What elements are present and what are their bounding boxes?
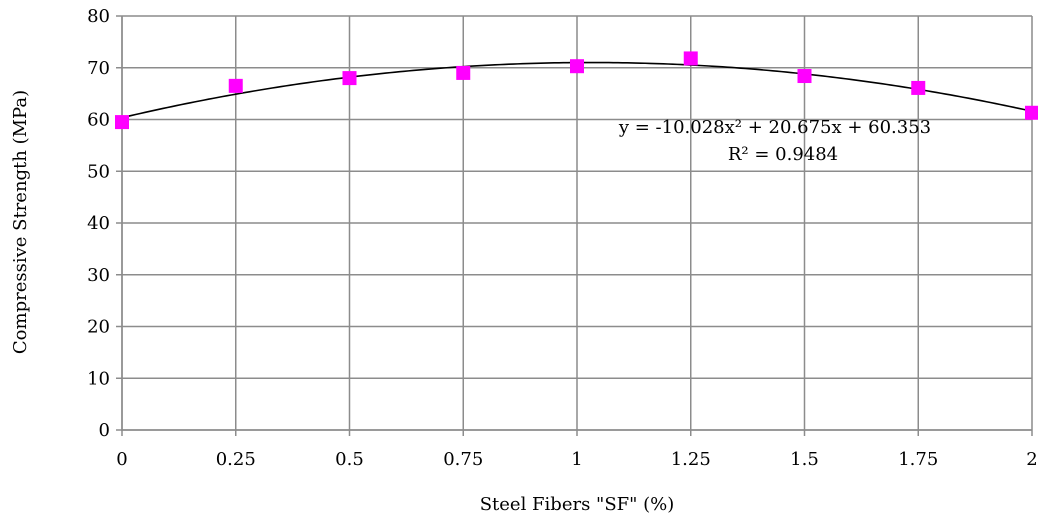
data-point-marker [1025, 105, 1038, 120]
x-tick-label: 1.75 [898, 449, 938, 470]
y-tick-label: 70 [87, 58, 110, 79]
r-squared-label: R² = 0.9484 [728, 144, 838, 165]
trendline-equation: y = -10.028x² + 20.675x + 60.353 [618, 117, 931, 138]
y-tick-labels: 0 10 20 30 40 50 60 70 80 [87, 6, 110, 441]
y-tick-label: 80 [87, 6, 110, 27]
y-tick-label: 10 [87, 368, 110, 389]
x-tick-label: 0.75 [443, 449, 483, 470]
x-tick-label: 0.5 [335, 449, 364, 470]
x-tick-label: 0.25 [216, 449, 256, 470]
data-point-marker [342, 71, 357, 86]
data-point-marker [570, 59, 584, 74]
data-points [115, 51, 1038, 130]
y-tick-label: 30 [87, 265, 110, 286]
data-point-marker [115, 115, 129, 130]
y-tick-label: 50 [87, 161, 110, 182]
data-point-marker [456, 65, 471, 80]
y-tick-label: 40 [87, 213, 110, 234]
data-point-marker [683, 51, 698, 66]
y-tick-label: 60 [87, 110, 110, 131]
x-tick-label: 0 [116, 449, 127, 470]
data-point-marker [797, 69, 812, 84]
data-point-marker [228, 78, 243, 93]
grid [121, 15, 1033, 431]
x-axis-title: Steel Fibers "SF" (%) [480, 494, 675, 515]
data-point-marker [911, 80, 926, 95]
y-axis-title: Compressive Strength (MPa) [10, 90, 31, 354]
x-tick-label: 2 [1026, 449, 1037, 470]
x-tick-label: 1.5 [790, 449, 819, 470]
x-tick-labels: 0 0.25 0.5 0.75 1 1.25 1.5 1.75 2 [116, 449, 1037, 470]
y-tick-label: 0 [99, 420, 110, 441]
x-tick-label: 1 [571, 449, 582, 470]
axes [116, 15, 1033, 436]
y-tick-label: 20 [87, 317, 110, 338]
x-tick-label: 1.25 [671, 449, 711, 470]
